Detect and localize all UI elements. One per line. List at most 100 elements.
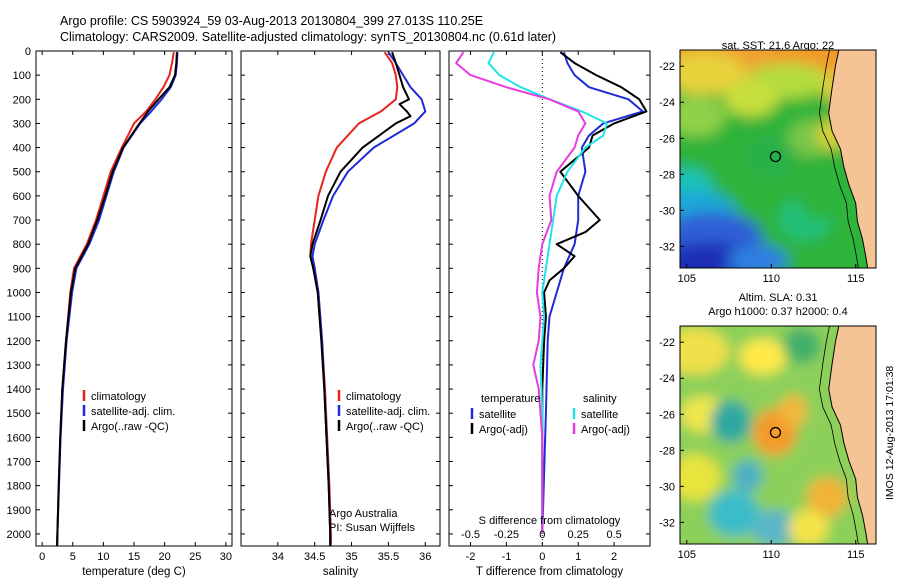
legend-label-temperature-1: satellite-adj. clim. [91,406,175,418]
ytick-label-1000: 1000 [7,287,31,299]
xtick-label-difference--2: -2 [466,551,476,563]
map-sst_map [680,50,876,268]
field-blob-1 [739,338,787,375]
map-ytick-label-sla_map--30: -30 [659,481,675,493]
ytick-label-100: 100 [13,70,31,82]
xtick-label-salinity-34: 34 [272,551,284,563]
ytick-label-1200: 1200 [7,336,31,348]
ytick-label-600: 600 [13,191,31,203]
field-blob-11 [727,244,789,268]
series-line-salinity-2 [309,51,412,546]
panel-frame-salinity [240,50,441,547]
series-line-difference-2 [487,51,608,534]
shelf-line-sst_map [818,50,859,268]
field-blob-13 [747,134,795,178]
series-line-temperature-2 [56,52,178,547]
xtick-label-temperature-20: 20 [159,551,171,563]
legend-label-difference-3: Argo(-adj) [581,424,630,436]
ytick-label-300: 300 [13,118,31,130]
map-xtick-label-sla_map-110: 110 [762,549,780,561]
ytick-label-1500: 1500 [7,408,31,420]
legend-label-salinity-2: Argo(..raw -QC) [346,421,424,433]
xtick-top-label--0.25: -0.25 [494,529,519,541]
xtick-label-difference-1: 1 [575,551,581,563]
xtick-label-temperature-15: 15 [128,551,140,563]
shelf-line-sla_map [818,326,859,544]
legend-title-temperature: temperature [481,393,540,405]
ytick-label-1100: 1100 [7,312,31,324]
field-blob-2 [783,327,821,364]
map-ytick-label-sla_map--28: -28 [659,445,675,457]
legend-label-difference-1: Argo(-adj) [479,424,528,436]
xtick-top-label-0.25: 0.25 [568,529,589,541]
map-frame-sla_map [679,325,877,545]
map-sla_map [680,326,876,544]
map-field-sla_map [680,326,876,544]
xtick-label-temperature-5: 5 [70,551,76,563]
ytick-label-1800: 1800 [7,481,31,493]
ytick-label-500: 500 [13,167,31,179]
ytick-label-1700: 1700 [7,456,31,468]
map-ytick-label-sla_map--24: -24 [659,373,675,385]
figure-title-line2: Climatology: CARS2009. Satellite-adjuste… [60,30,557,44]
figure-title-line1: Argo profile: CS 5903924_59 03-Aug-2013 … [60,14,484,28]
ytick-label-900: 900 [13,263,31,275]
note-argo-australia: Argo Australia [329,508,398,520]
xtick-label-salinity-36: 36 [419,551,431,563]
panel-frame-difference [448,50,651,547]
xtick-label-difference-0: 0 [539,551,545,563]
note-pi-name: PI: Susan Wijffels [329,522,415,534]
xlabel-top-difference: S difference from climatology [479,515,621,527]
series-line-temperature-0 [56,52,175,547]
xtick-label-salinity-34.5: 34.5 [304,551,325,563]
field-blob-9 [680,453,721,501]
xtick-label-temperature-10: 10 [97,551,109,563]
sla-map-title-line1: Altim. SLA: 0.31 [738,292,818,304]
xtick-label-temperature-0: 0 [39,551,45,563]
ytick-label-1400: 1400 [7,384,31,396]
ytick-label-400: 400 [13,143,31,155]
field-blob-14 [732,459,763,492]
ytick-label-700: 700 [13,215,31,227]
series-line-difference-1 [541,51,648,534]
map-xtick-label-sst_map-105: 105 [678,273,696,285]
series-line-salinity-0 [309,51,399,546]
xtick-top-label-0.5: 0.5 [606,529,621,541]
series-line-difference-0 [541,51,644,534]
xtick-top-label--0.5: -0.5 [461,529,480,541]
map-frame-sst_map [679,49,877,269]
xtick-label-difference-2: 2 [611,551,617,563]
xtick-top-label-0: 0 [539,529,545,541]
map-ytick-label-sst_map--28: -28 [659,169,675,181]
map-xtick-label-sst_map-110: 110 [762,273,780,285]
legend-title-salinity: salinity [583,393,617,405]
xtick-label-salinity-35: 35 [345,551,357,563]
map-ytick-label-sst_map--32: -32 [659,241,675,253]
ytick-label-0: 0 [25,46,31,58]
field-blob-16 [796,165,848,220]
legend-label-salinity-1: satellite-adj. clim. [346,406,430,418]
series-line-temperature-1 [56,52,179,547]
field-blob-0 [680,327,729,375]
map-ytick-label-sst_map--22: -22 [659,61,675,73]
land-sla_map [828,326,876,544]
legend-label-difference-2: satellite [581,409,618,421]
map-ytick-label-sst_map--30: -30 [659,205,675,217]
ytick-label-1900: 1900 [7,505,31,517]
field-blob-8 [708,489,760,537]
field-blob-13 [788,509,829,544]
map-ytick-label-sst_map--24: -24 [659,97,675,109]
xlabel-salinity: salinity [323,566,358,578]
field-blob-2 [680,51,746,96]
profile-marker-sst_map [769,150,782,163]
legend-label-difference-0: satellite [479,409,516,421]
map-ytick-label-sla_map--32: -32 [659,517,675,529]
ytick-label-1300: 1300 [7,360,31,372]
xtick-label-difference--1: -1 [502,551,512,563]
xtick-label-salinity-35.5: 35.5 [378,551,399,563]
xlabel-difference: T difference from climatology [476,566,623,578]
legend-label-temperature-0: climatology [91,391,147,403]
xtick-label-temperature-30: 30 [220,551,232,563]
ytick-label-200: 200 [13,94,31,106]
